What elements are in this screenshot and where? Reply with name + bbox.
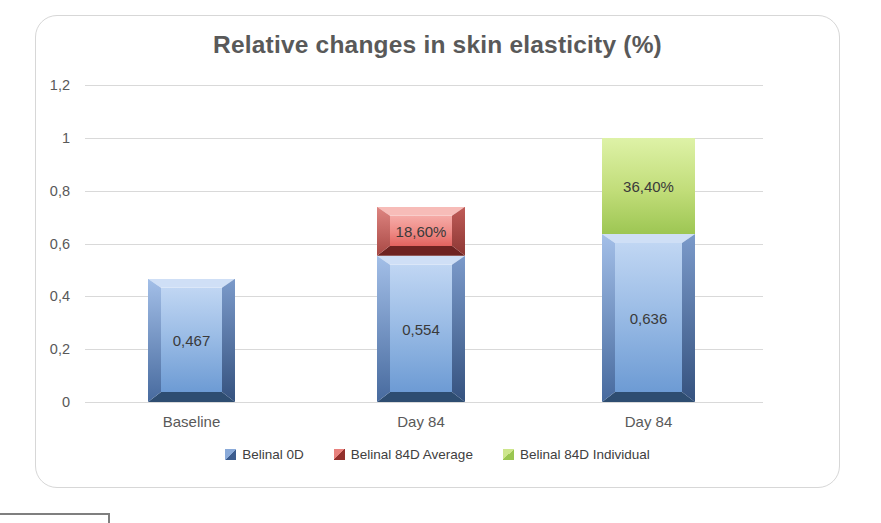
bar-bevel: [602, 234, 695, 243]
x-axis-category-label: Baseline: [122, 413, 262, 430]
y-axis-tick-label: 0,6: [28, 234, 70, 254]
x-axis-category-label: Day 84: [351, 413, 491, 430]
legend-item-label: Belinal 84D Average: [351, 447, 473, 462]
legend-item-label: Belinal 0D: [242, 447, 304, 462]
bar-segment-blue[interactable]: 0,636: [602, 234, 695, 402]
bar-segment-red[interactable]: 18,60%: [377, 207, 465, 256]
bar-bevel: [377, 246, 465, 256]
bar-bevel: [377, 207, 465, 216]
bar-value-label: 0,554: [377, 320, 465, 337]
cutoff-box-decoration: [0, 513, 110, 523]
y-axis-tick-label: 1,2: [28, 75, 70, 95]
legend-item-green[interactable]: Belinal 84D Individual: [503, 447, 650, 462]
legend-swatch-icon: [503, 449, 514, 460]
y-axis-tick-label: 0,8: [28, 181, 70, 201]
bar-bevel: [602, 392, 695, 402]
legend-item-red[interactable]: Belinal 84D Average: [334, 447, 473, 462]
bar-segment-blue[interactable]: 0,467: [148, 279, 235, 402]
legend-item-blue[interactable]: Belinal 0D: [225, 447, 304, 462]
bar-value-label: 0,467: [148, 332, 235, 349]
legend-swatch-icon: [334, 449, 345, 460]
y-axis-tick-label: 0,2: [28, 339, 70, 359]
x-axis-category-label: Day 84: [579, 413, 719, 430]
bar-bevel: [148, 279, 235, 288]
gridline: [85, 402, 763, 403]
y-axis-tick-label: 1: [28, 128, 70, 148]
bar-segment-green[interactable]: 36,40%: [602, 138, 695, 234]
bar-value-label: 18,60%: [377, 223, 465, 240]
legend-swatch-icon: [225, 449, 236, 460]
bar-bevel: [377, 392, 465, 402]
bar-bevel: [148, 392, 235, 402]
y-axis-tick-label: 0,4: [28, 286, 70, 306]
legend-item-label: Belinal 84D Individual: [520, 447, 650, 462]
gridline: [85, 85, 763, 86]
chart-legend: Belinal 0D Belinal 84D Average Belinal 84D…: [35, 444, 840, 464]
bar-value-label: 0,636: [602, 310, 695, 327]
bar-bevel: [377, 256, 465, 265]
bar-segment-blue[interactable]: 0,554: [377, 256, 465, 402]
chart-title: Relative changes in skin elasticity (%): [35, 31, 840, 59]
bar-value-label: 36,40%: [602, 178, 695, 195]
y-axis-tick-label: 0: [28, 392, 70, 412]
